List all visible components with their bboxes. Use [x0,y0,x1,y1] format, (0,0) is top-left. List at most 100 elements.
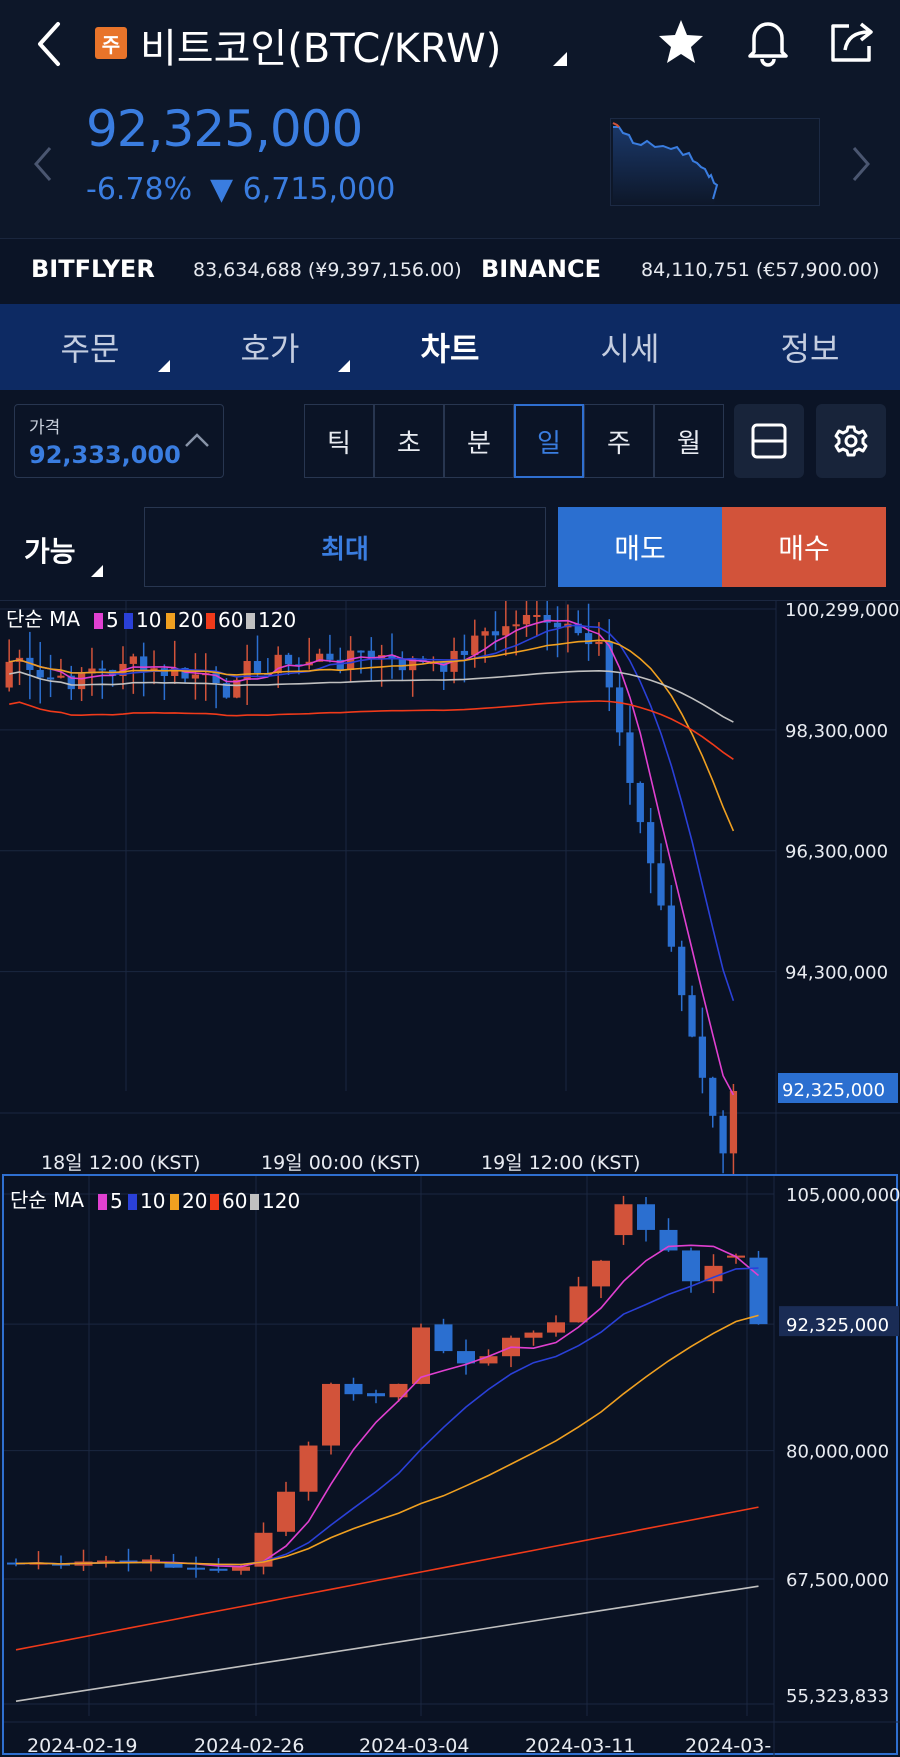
tab-menu-icon [158,360,170,372]
share-icon[interactable] [825,14,881,70]
legend-label: 5 [106,608,119,632]
candle-body [574,623,582,634]
candle-body [709,1077,717,1116]
exchange-value: 83,634,688 (¥9,397,156.00) [193,259,462,281]
candle-body [704,1265,723,1282]
tab-label: 정보 [780,330,840,368]
y-tick-label: 100,299,000 [785,601,900,621]
candle-body [233,679,241,698]
candle-body [460,650,469,655]
ma-line-ma5 [15,1244,760,1568]
prev-arrow-icon[interactable] [32,144,56,184]
available-dropdown-icon[interactable] [91,565,103,577]
legend-swatch [250,1194,259,1210]
y-tick-label: 80,000,000 [786,1442,889,1463]
candle-body [616,687,624,733]
candle-body [398,659,406,671]
tab-chart[interactable]: 차트 [360,304,540,390]
title-dropdown-icon[interactable] [553,52,567,66]
price-selector[interactable]: 가격 92,333,000 [14,404,224,478]
star-icon[interactable] [653,14,709,70]
candle-body [412,1327,430,1384]
candle-body [471,635,479,655]
price-label: 가격 [29,418,61,438]
daily-chart[interactable]: 105,000,000 80,000,000 67,500,000 55,323,83… [2,1174,900,1757]
candle-body [367,650,375,659]
intraday-chart[interactable]: 100,299,000 98,300,000 96,300,000 94,300,00… [0,588,900,1176]
layout-toggle-button[interactable] [734,404,804,478]
candle-body [553,622,562,628]
candle-body [647,822,655,864]
candle-body [187,1567,205,1570]
next-arrow-icon[interactable] [848,144,872,184]
legend-swatch [128,1194,137,1210]
y-tick-label: 67,500,000 [786,1570,889,1591]
page-title[interactable]: 비트코인(BTC/KRW) [140,26,502,72]
candle-body [46,677,55,680]
bell-icon[interactable] [740,14,796,70]
sell-button[interactable]: 매도 [558,507,722,587]
tab-info[interactable]: 정보 [720,304,900,390]
available-label[interactable]: 가능 [24,535,76,568]
x-tick-label: 18일 12:00 (KST) [41,1152,200,1174]
candle-body [150,668,158,671]
candle-body [440,662,448,672]
tab-market[interactable]: 시세 [540,304,720,390]
interval-second[interactable]: 초 [374,404,444,478]
candle-body [299,1445,318,1492]
tab-label: 호가 [240,330,300,368]
candle-body [97,1560,115,1563]
candle-body [222,683,231,698]
current-price-label: 92,325,000 [782,1080,885,1101]
legend-label: 20 [182,1189,207,1213]
candle-body [502,626,510,636]
max-button[interactable]: 최대 [144,507,546,587]
ma-legend-prefix: 단순 MA [10,1188,85,1212]
tab-order[interactable]: 주문 [0,304,180,390]
buy-button[interactable]: 매수 [722,507,886,587]
exchange-name: BITFLYER [31,255,155,283]
back-arrow-icon[interactable] [30,18,70,70]
ma-line-ma5 [9,619,735,1096]
y-tick-label: 105,000,000 [786,1185,900,1206]
candle-body [388,655,396,660]
candle-body [36,669,44,678]
ma-line-ma20 [15,1314,759,1566]
interval-minute[interactable]: 분 [444,404,514,478]
interval-week[interactable]: 주 [584,404,654,478]
interval-month[interactable]: 월 [654,404,724,478]
candle-body [212,673,220,684]
candle-body [191,674,200,679]
ma-line-ma10 [15,1267,759,1566]
candle-body [243,661,251,680]
candle-body [5,661,13,688]
candle-body [457,1351,475,1364]
y-tick-label: 98,300,000 [785,721,888,742]
legend-label: 20 [178,608,203,632]
legend-swatch [170,1194,179,1210]
tab-label: 시세 [600,330,660,368]
interval-day[interactable]: 일 [514,404,584,478]
chevron-up-icon [185,433,209,447]
candle-body [626,732,634,783]
candle-body [614,1204,633,1236]
candle-body [434,1324,453,1352]
ma-line-ma20 [9,639,735,832]
candle-body [57,675,65,678]
candle-body [667,905,675,947]
legend-swatch [206,613,215,629]
ma-line-ma60 [9,700,734,760]
candle-body [729,1091,738,1154]
y-tick-label: 96,300,000 [785,842,888,863]
chart-settings-button[interactable] [816,404,886,478]
tab-label: 차트 [420,330,480,368]
exchange-bar [0,238,900,304]
tab-orderbook[interactable]: 호가 [180,304,360,390]
candle-body [479,1356,498,1364]
candle-body [140,656,148,670]
interval-tick[interactable]: 틱 [304,404,374,478]
candle-body [637,1204,655,1230]
gear-icon [834,425,868,457]
candle-body [98,668,106,671]
ma-line-ma120 [9,669,734,723]
